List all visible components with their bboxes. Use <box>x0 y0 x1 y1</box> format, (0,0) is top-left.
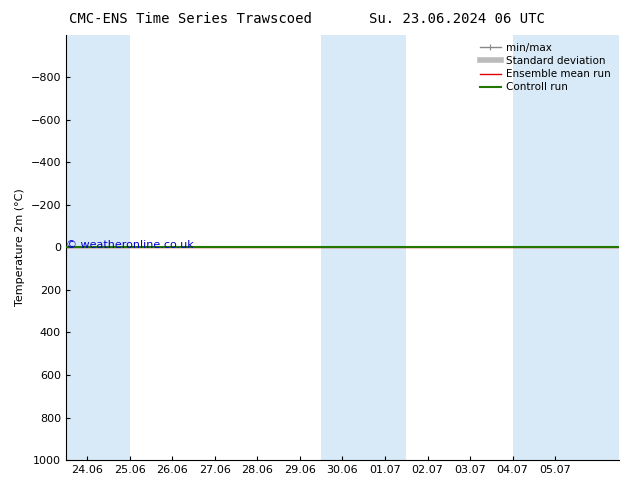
Text: © weatheronline.co.uk: © weatheronline.co.uk <box>66 240 193 250</box>
Bar <box>513 35 555 460</box>
Bar <box>364 35 406 460</box>
Legend: min/max, Standard deviation, Ensemble mean run, Controll run: min/max, Standard deviation, Ensemble me… <box>477 40 614 96</box>
Bar <box>66 35 130 460</box>
Text: CMC-ENS Time Series Trawscoed: CMC-ENS Time Series Trawscoed <box>68 12 312 26</box>
Bar <box>555 35 619 460</box>
Bar <box>321 35 364 460</box>
Text: Su. 23.06.2024 06 UTC: Su. 23.06.2024 06 UTC <box>368 12 545 26</box>
Y-axis label: Temperature 2m (°C): Temperature 2m (°C) <box>15 189 25 306</box>
